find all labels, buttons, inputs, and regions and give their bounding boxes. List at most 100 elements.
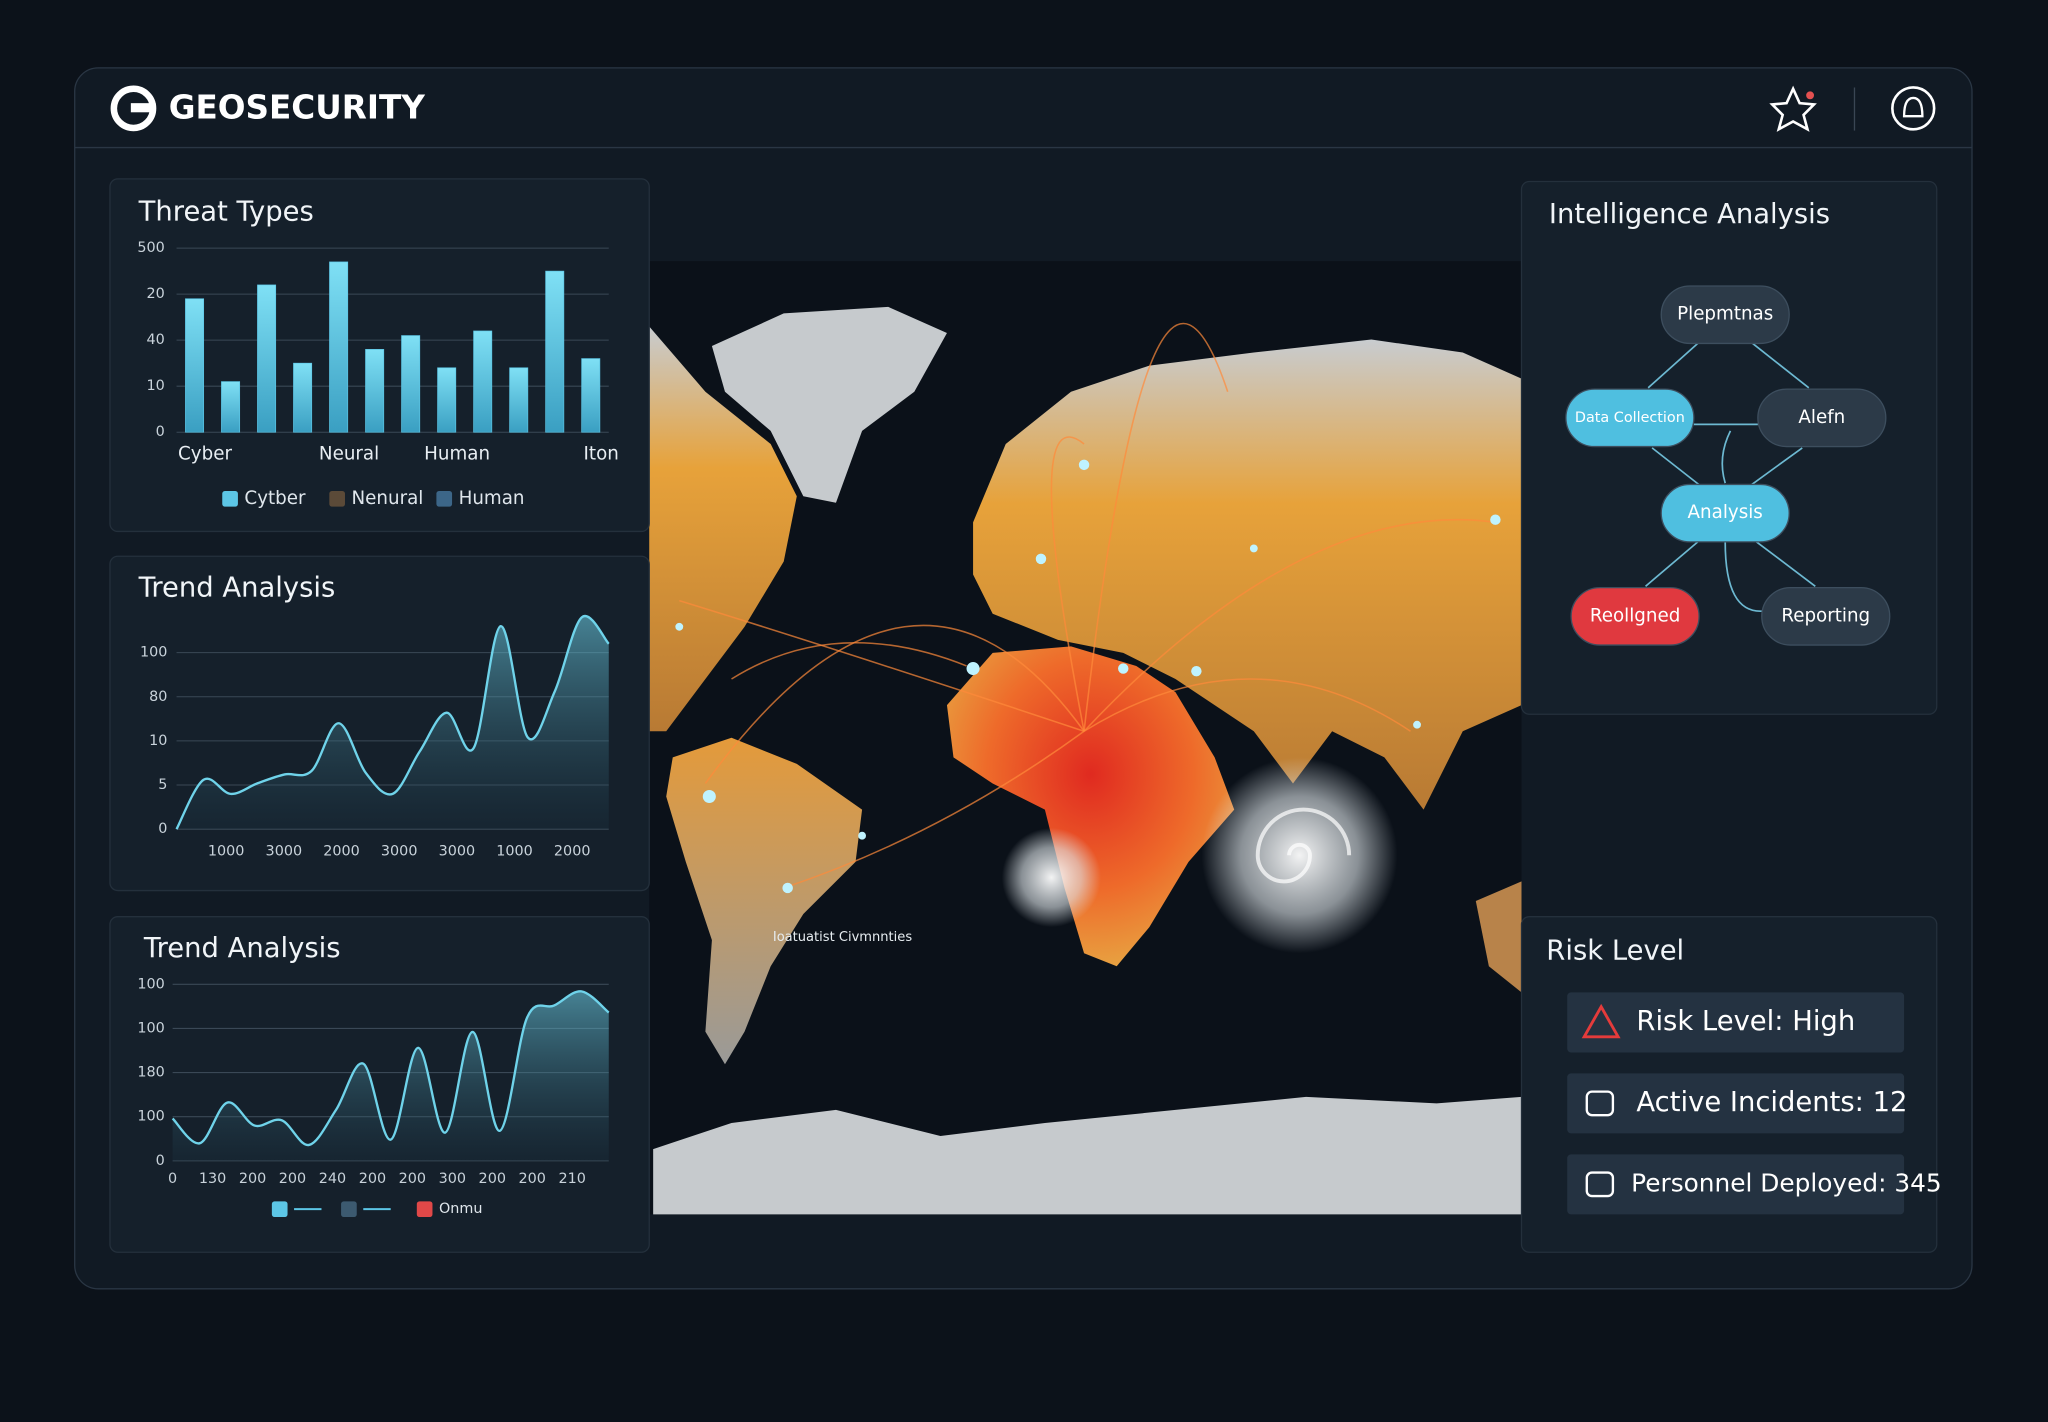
legend-swatch: [341, 1201, 357, 1217]
legend-label: Onmu: [439, 1201, 483, 1217]
bar: [509, 367, 529, 433]
line: [171, 990, 610, 1147]
flow-node: [1570, 586, 1700, 646]
legend-swatch: [436, 490, 453, 507]
y-tick-label: 100: [137, 1109, 164, 1125]
flow-node-label: Analysis: [1688, 502, 1763, 523]
x-tick-label: 130: [199, 1171, 226, 1187]
x-tick-label: Human: [424, 443, 490, 464]
bar: [581, 358, 601, 433]
logo: [110, 85, 157, 132]
bar: [545, 270, 565, 433]
app-title: GEOSECURITY: [169, 89, 426, 127]
y-tick-label: 100: [137, 1020, 164, 1036]
line: [175, 614, 610, 830]
continent: [666, 737, 863, 1065]
hotspots: [675, 459, 1501, 894]
panel-title: Intelligence Analysis: [1549, 199, 1830, 230]
map-label: Ioatuatist Civmnnties: [773, 930, 912, 945]
notifications-button[interactable]: [1891, 86, 1936, 131]
flow-node: [1660, 483, 1790, 543]
x-tick-label: 3000: [439, 843, 476, 859]
panel: [1520, 180, 1938, 715]
y-tick-label: 10: [149, 733, 167, 749]
area: [172, 991, 609, 1161]
risk-item: [1567, 1154, 1905, 1215]
panel: [109, 916, 650, 1253]
legend-label: Cytber: [244, 488, 306, 509]
flow-node-label: Plepmtnas: [1677, 304, 1773, 325]
x-tick-label: 0: [168, 1171, 177, 1187]
legend-label: Human: [459, 488, 525, 509]
y-tick-label: 0: [156, 424, 165, 440]
y-tick-label: 180: [137, 1065, 164, 1081]
warning-icon: [1581, 1003, 1621, 1039]
x-tick-label: 210: [558, 1171, 585, 1187]
flow-node: [1761, 586, 1891, 646]
bar: [473, 330, 493, 433]
flow-node: [1565, 388, 1695, 448]
y-tick-label: 100: [140, 645, 167, 661]
bar: [365, 349, 385, 433]
storm: [1001, 827, 1102, 928]
hurricane-spiral: [1255, 807, 1352, 884]
world-map: Ioatuatist Civmnnties: [649, 261, 1522, 1215]
panel-title: Threat Types: [138, 196, 314, 227]
y-tick-label: 40: [147, 332, 165, 348]
flow-node-label: Reollgned: [1590, 605, 1680, 626]
x-tick-label: 2000: [323, 843, 360, 859]
bar: [293, 362, 313, 433]
x-tick-label: 200: [239, 1171, 266, 1187]
bar: [329, 261, 349, 433]
area: [176, 615, 609, 830]
hurricane: [1201, 757, 1398, 954]
bar: [257, 284, 277, 433]
x-tick-label: 300: [439, 1171, 466, 1187]
continent: [653, 1096, 1522, 1215]
continent: [649, 326, 797, 732]
x-tick-label: 240: [319, 1171, 346, 1187]
risk-item: [1567, 992, 1905, 1053]
legend-swatch: [416, 1201, 433, 1217]
x-tick-label: Iton: [584, 443, 619, 464]
x-tick-label: 200: [399, 1171, 426, 1187]
y-tick-label: 5: [158, 777, 167, 793]
flow-arrows: [1645, 342, 1816, 612]
risk-item-label: Risk Level: High: [1636, 1006, 1855, 1037]
x-tick-label: 200: [479, 1171, 506, 1187]
continent: [1475, 881, 1522, 993]
x-tick-label: 1000: [208, 843, 245, 859]
y-tick-label: 0: [156, 1153, 165, 1169]
x-tick-label: Cyber: [178, 443, 232, 464]
bar: [221, 381, 241, 433]
flow-node-label: Alefn: [1798, 407, 1845, 428]
legend-swatch: [271, 1201, 288, 1217]
x-tick-label: 200: [519, 1171, 546, 1187]
legend-swatch: [329, 490, 345, 507]
x-tick-label: 200: [279, 1171, 306, 1187]
bar: [185, 298, 205, 433]
favorites-button[interactable]: [1769, 85, 1817, 132]
x-tick-label: 3000: [266, 843, 303, 859]
flow-node-label: Reporting: [1781, 605, 1870, 626]
y-tick-label: 0: [158, 821, 167, 837]
y-tick-label: 80: [149, 689, 167, 705]
legend-swatch: [222, 490, 238, 507]
panel-title: Risk Level: [1546, 935, 1684, 966]
risk-item-label: Personnel Deployed: 345: [1631, 1168, 1941, 1197]
continent: [973, 339, 1522, 810]
bar: [401, 335, 421, 433]
y-tick-label: 20: [147, 286, 165, 302]
item-icon: [1585, 1090, 1615, 1117]
connection-arcs: [679, 322, 1496, 889]
flow-node-label: Data Collection: [1575, 410, 1685, 426]
continent: [711, 306, 947, 503]
risk-item: [1567, 1073, 1905, 1134]
flow-node: [1660, 285, 1790, 345]
item-icon: [1585, 1171, 1615, 1198]
y-tick-label: 500: [137, 240, 164, 256]
x-tick-label: Neural: [319, 443, 379, 464]
x-tick-label: 200: [359, 1171, 386, 1187]
legend-label: Nenural: [352, 488, 424, 509]
